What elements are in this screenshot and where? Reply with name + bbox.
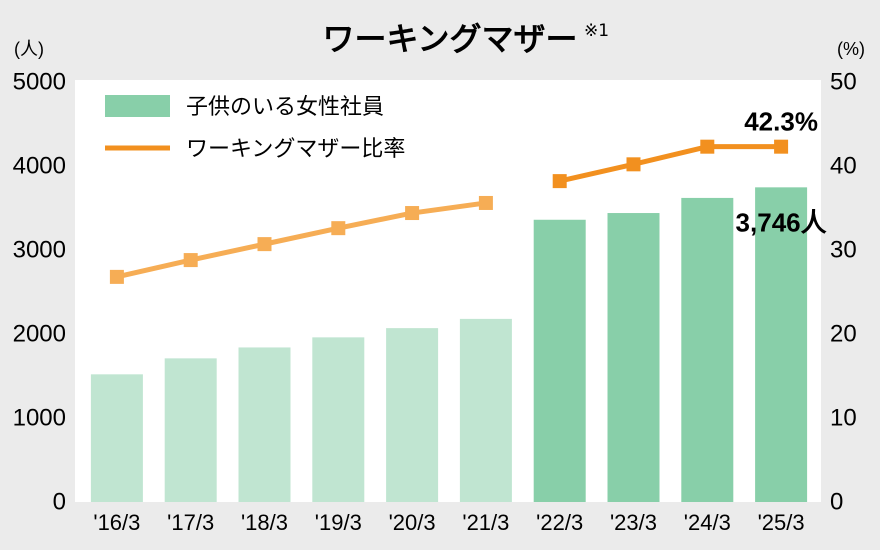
legend-label-bar: 子供のいる女性社員: [186, 94, 384, 119]
bar-23-3: [607, 213, 660, 503]
right-axis-unit-label: (%): [837, 39, 865, 59]
bar-22-3: [533, 219, 586, 502]
bar-value-label: 3,746人: [736, 207, 827, 237]
line-series: [116, 144, 782, 280]
line-value-label: 42.3%: [744, 107, 818, 137]
annotations: 42.3% 3,746人: [736, 107, 827, 238]
right-tick-label: 20: [830, 321, 857, 348]
right-tick-label: 0: [830, 489, 843, 516]
category-label: '18/3: [241, 510, 288, 535]
category-axis: '16/3 '17/3 '18/3 '19/3 '20/3 '21/3 '22/3 '23/3…: [93, 510, 804, 535]
chart-title: ワーキングマザー: [322, 21, 577, 57]
line-marker-23-3: [626, 157, 641, 172]
right-tick-label: 30: [830, 237, 857, 264]
category-label: '17/3: [167, 510, 214, 535]
line-marker-16-3: [109, 269, 124, 284]
left-tick-label: 2000: [13, 321, 66, 348]
bar-21-3: [459, 318, 512, 502]
category-label: '23/3: [610, 510, 657, 535]
line-segment-2: [559, 144, 782, 184]
left-tick-label: 0: [53, 489, 66, 516]
left-tick-label: 4000: [13, 153, 66, 180]
right-tick-label: 10: [830, 405, 857, 432]
category-label: '21/3: [462, 510, 509, 535]
category-label: '19/3: [315, 510, 362, 535]
bar-16-3: [90, 374, 143, 502]
line-segment-1: [116, 200, 487, 280]
legend-item-line: ワーキングマザー比率: [105, 136, 405, 161]
left-tick-label: 3000: [13, 237, 66, 264]
category-label: '24/3: [684, 510, 731, 535]
line-marker-25-3: [774, 139, 789, 154]
line-marker-20-3: [405, 206, 420, 221]
category-label: '25/3: [758, 510, 805, 535]
right-axis: 0 10 20 30 40 50: [830, 69, 857, 516]
bar-17-3: [164, 358, 217, 502]
left-axis: 0 1000 2000 3000 4000 5000: [13, 69, 66, 516]
bar-20-3: [386, 328, 439, 502]
line-marker-17-3: [183, 253, 198, 268]
category-label: '22/3: [536, 510, 583, 535]
bar-19-3: [312, 337, 365, 502]
line-marker-22-3: [552, 174, 567, 189]
left-tick-label: 1000: [13, 405, 66, 432]
category-label: '16/3: [93, 510, 140, 535]
line-marker-21-3: [478, 195, 493, 210]
title-footnote-mark: ※1: [584, 21, 609, 41]
right-tick-label: 40: [830, 153, 857, 180]
legend-item-bar: 子供のいる女性社員: [105, 94, 384, 119]
line-markers: [109, 139, 789, 284]
legend-label-line: ワーキングマザー比率: [186, 136, 405, 161]
category-label: '20/3: [389, 510, 436, 535]
bar-18-3: [238, 347, 291, 502]
left-axis-unit-label: (人): [14, 39, 44, 59]
bar-series: [90, 187, 808, 503]
line-marker-19-3: [331, 221, 346, 236]
bar-24-3: [681, 197, 734, 503]
line-marker-24-3: [700, 139, 715, 154]
legend: 子供のいる女性社員 ワーキングマザー比率: [105, 94, 405, 161]
line-marker-18-3: [257, 237, 272, 252]
legend-bar-swatch: [105, 95, 170, 117]
right-tick-label: 50: [830, 69, 857, 96]
bar-25-3: [755, 187, 808, 502]
left-tick-label: 5000: [13, 69, 66, 96]
